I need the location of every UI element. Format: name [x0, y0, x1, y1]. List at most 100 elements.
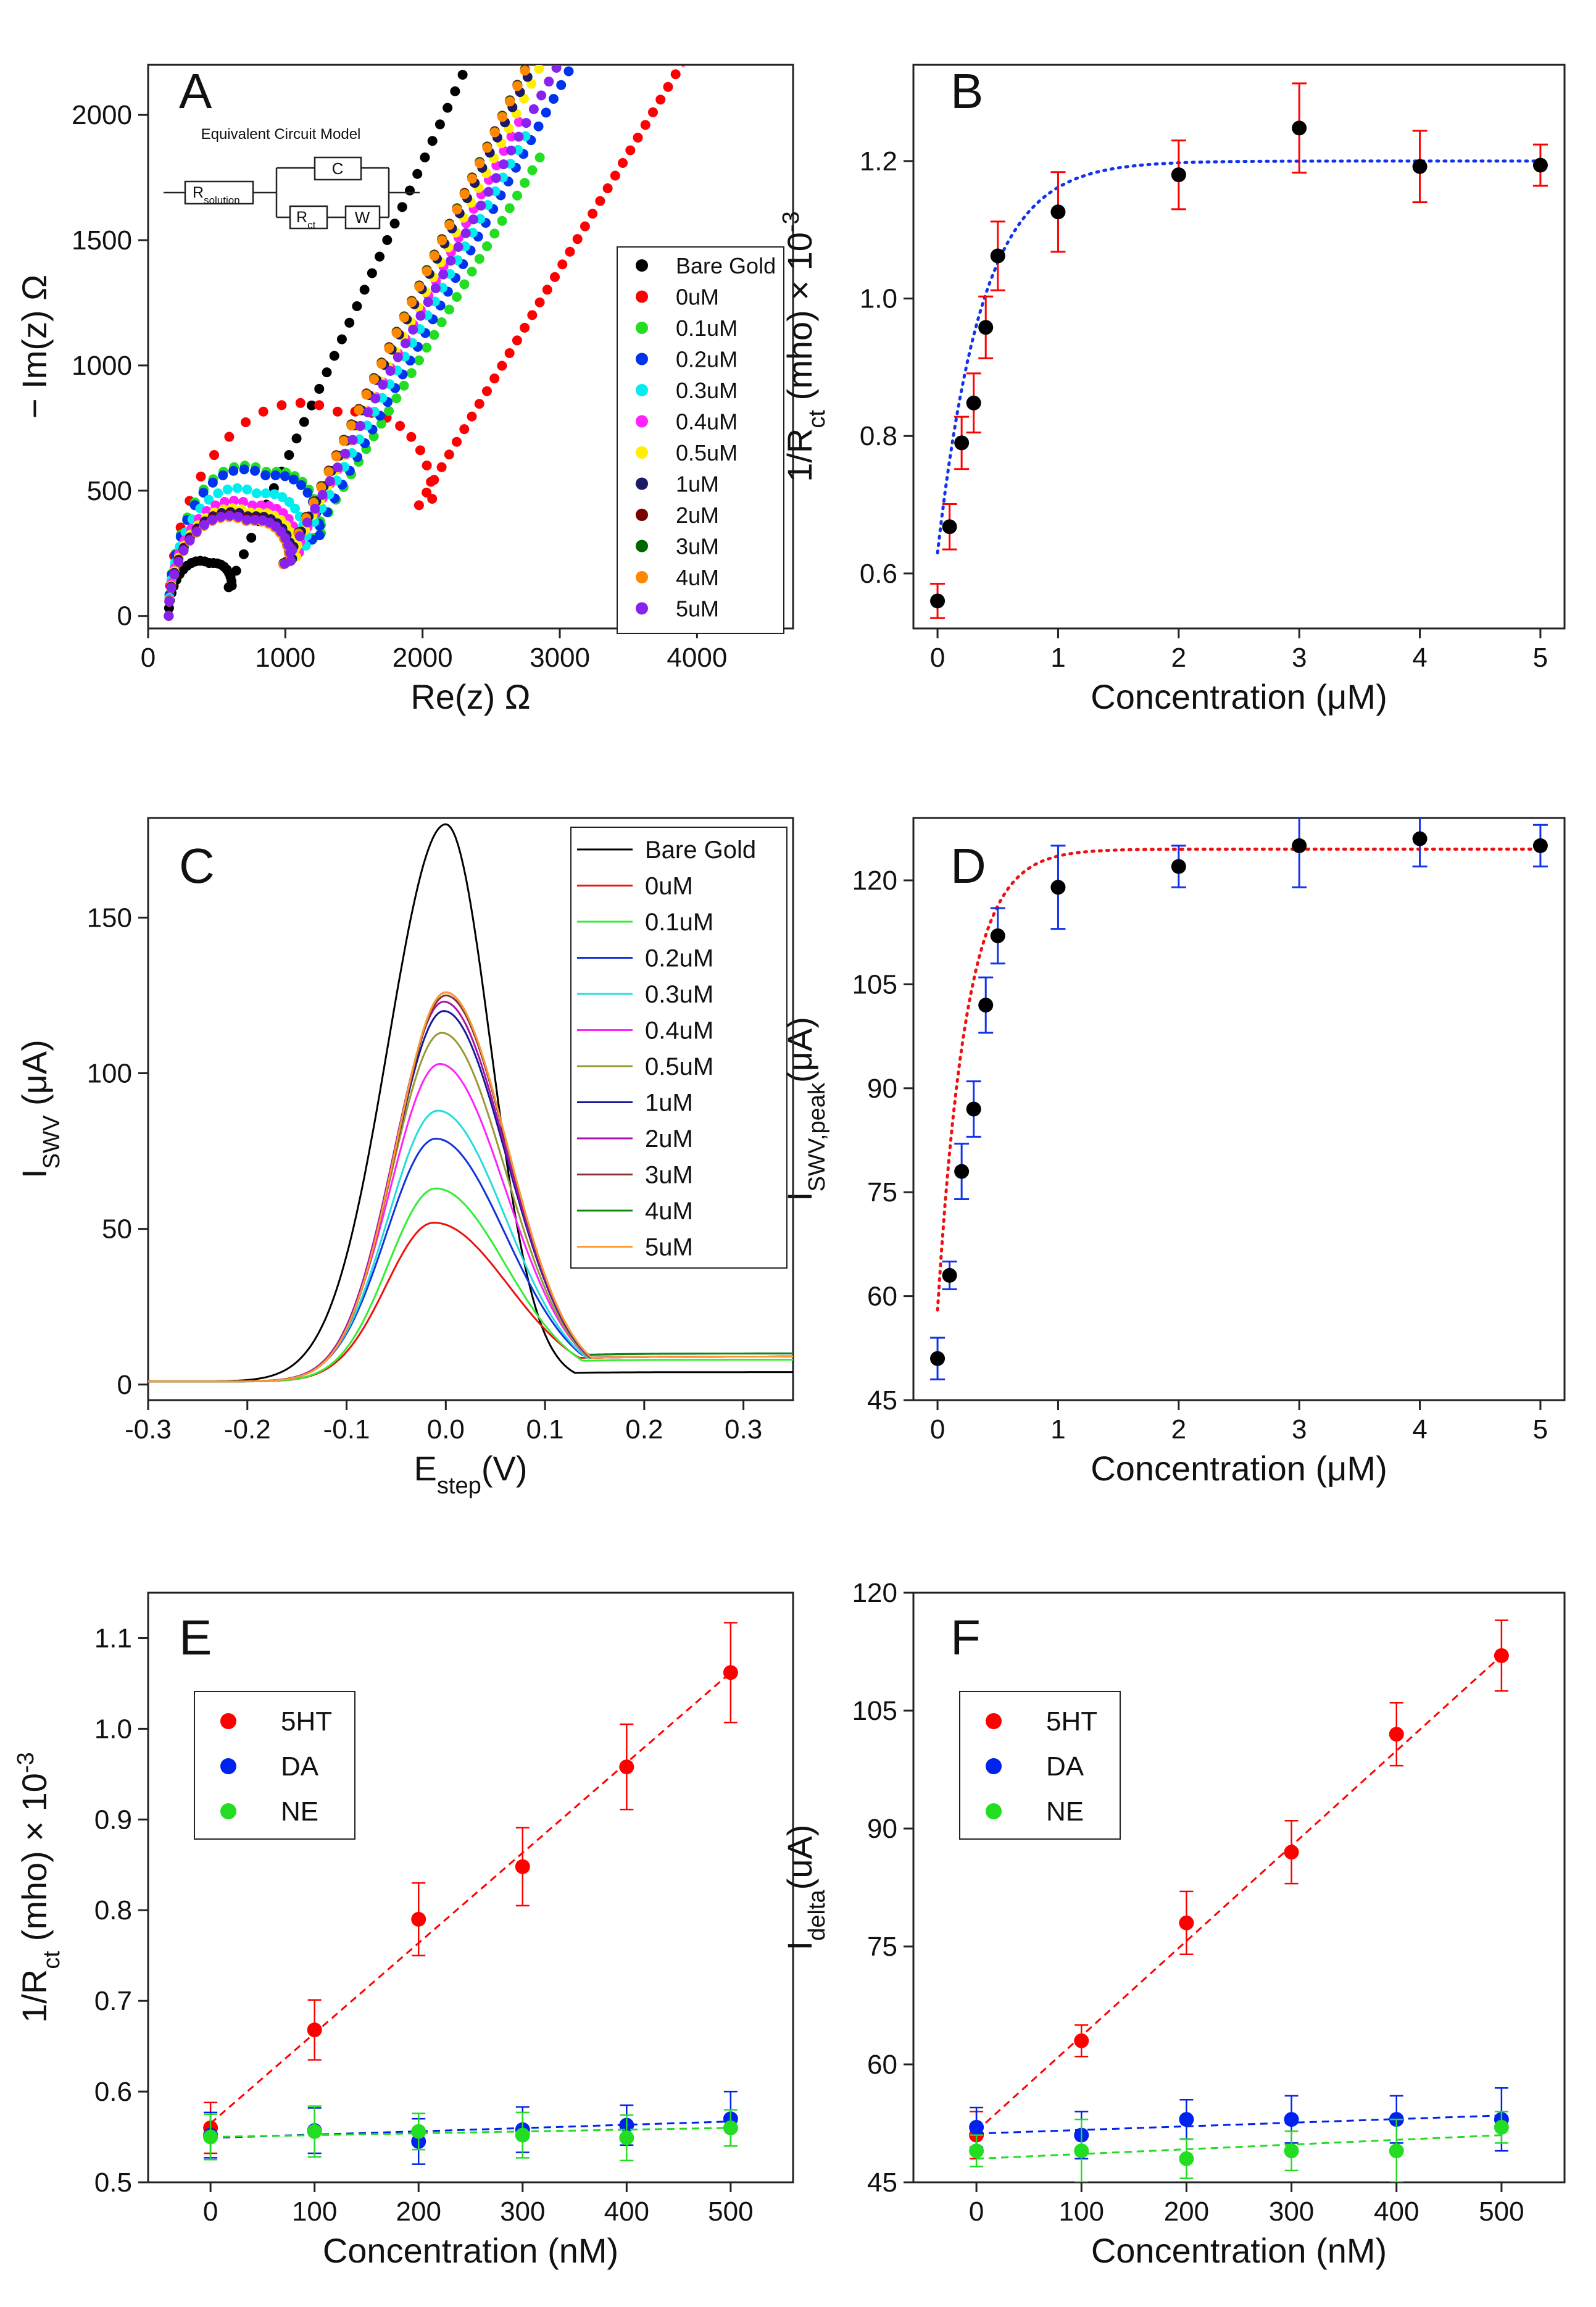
legend-label-part: 0.2uM [676, 347, 738, 372]
plot-frame [912, 64, 1566, 630]
data-point [323, 467, 334, 477]
data-point [427, 136, 438, 146]
data-point [588, 209, 598, 219]
y-axis-label-part: -3 [778, 211, 804, 232]
data-point [294, 531, 305, 541]
x-tick-label-part: 100 [292, 2196, 337, 2227]
data-point [506, 131, 517, 142]
data-point [475, 158, 485, 169]
plot-area [148, 823, 793, 1383]
legend-label: 4uM [676, 565, 719, 590]
legend-label: DA [281, 1751, 319, 1782]
data-point [239, 464, 249, 475]
data-point [1412, 831, 1428, 846]
legend-label-part: NE [1046, 1796, 1084, 1827]
panel-C: -0.3 -0.2 -0.1 0.0 0.1 0.2 0.3 0 50 100 150 Estep(V… [15, 817, 794, 1499]
y-tick-label: 1500 [72, 225, 132, 256]
x-tick-label: 0.2 [625, 1414, 663, 1445]
y-tick-label-part: 0.8 [860, 421, 897, 451]
data-point [1074, 2033, 1089, 2048]
fit-curve [936, 848, 1542, 1312]
x-axis-label-part: Re(z) Ω [410, 677, 530, 716]
series-5uM [164, 65, 562, 621]
legend-marker [986, 1758, 1002, 1774]
panel-letter-part: F [950, 1610, 981, 1665]
y-tick-label: 2000 [72, 100, 132, 130]
data-point [504, 203, 515, 214]
y-tick-label: 0.6 [94, 2077, 132, 2107]
y-tick-label-part: 1.0 [860, 284, 897, 314]
legend-label: 5HT [1046, 1706, 1097, 1737]
x-tick-label: 0 [141, 643, 156, 673]
data-point [314, 530, 325, 541]
data-point [549, 94, 559, 104]
y-tick-label: 150 [87, 903, 132, 933]
legend-marker [636, 446, 648, 459]
y-tick-label: 1.1 [94, 1623, 132, 1653]
data-point [307, 2022, 322, 2038]
y-tick-label: 60 [867, 1282, 897, 1312]
data-point [444, 304, 454, 315]
data-point [362, 407, 373, 417]
data-point [513, 131, 524, 142]
x-tick-label-part: 200 [1164, 2196, 1209, 2227]
legend-label-part: 0.1uM [645, 909, 713, 936]
panel-letter: F [950, 1610, 981, 1665]
data-point [166, 582, 177, 593]
data-point [489, 228, 500, 239]
legend-label: 0.2uM [676, 347, 738, 372]
y-axis-label-part: ct [39, 1951, 65, 1969]
legend-label: Bare Gold [645, 836, 756, 864]
data-point [250, 514, 260, 525]
y-tick-label: 0.5 [94, 2167, 132, 2198]
data-point [557, 259, 568, 270]
x-tick-label-part: 0 [203, 2196, 218, 2227]
y-tick-label-part: 60 [867, 1282, 897, 1312]
y-axis-label-part: -3 [13, 1752, 39, 1773]
r-ct-label-part: R [296, 209, 307, 226]
data-point [534, 65, 544, 74]
legend-label: DA [1046, 1751, 1084, 1782]
w-label-part: W [355, 208, 370, 227]
x-tick-label: 0 [203, 2196, 218, 2227]
y-axis-label: ISWV (μA) [15, 1040, 65, 1179]
x-tick-label-part: 300 [500, 2196, 545, 2227]
x-tick-label-part: 4000 [667, 643, 727, 673]
data-point [467, 411, 477, 422]
legend-label: 0.5uM [645, 1053, 713, 1080]
y-axis-label-part: (mho) × 10 [780, 232, 819, 410]
x-axis-label: Concentration (nM) [323, 2231, 618, 2270]
x-tick-label: 0.3 [725, 1414, 762, 1445]
data-point [359, 285, 370, 295]
data-point [467, 173, 477, 184]
data-point [520, 65, 530, 76]
data-point [595, 196, 605, 206]
data-point [1494, 1648, 1509, 1663]
legend-box [617, 246, 784, 634]
data-point [397, 202, 407, 212]
legend-label-part: 0.2uM [645, 945, 713, 972]
legend-label: 0uM [645, 873, 693, 900]
data-point [231, 565, 241, 576]
data-point [969, 2119, 984, 2135]
data-point [385, 365, 396, 376]
y-tick-label-part: 120 [852, 1578, 897, 1608]
x-tick-label-part: 0.1 [526, 1414, 563, 1445]
legend-marker [636, 571, 648, 583]
data-point [504, 348, 515, 358]
data-point [556, 80, 567, 90]
legend-label: 0.2uM [645, 945, 713, 972]
legend-label: 1uM [676, 472, 719, 497]
data-point [378, 380, 388, 390]
legend-label-part: 4uM [676, 565, 719, 590]
legend-label-part: 1uM [676, 472, 719, 497]
data-point [164, 596, 175, 607]
data-point [954, 1164, 970, 1179]
data-point [284, 497, 294, 507]
data-point [284, 450, 294, 461]
legend-label: 3uM [676, 534, 719, 559]
r-solution-label: Rsolution [193, 184, 240, 206]
panel-letter-part: B [950, 64, 983, 119]
x-tick-label-part: 3 [1292, 643, 1307, 673]
data-point [389, 219, 400, 229]
